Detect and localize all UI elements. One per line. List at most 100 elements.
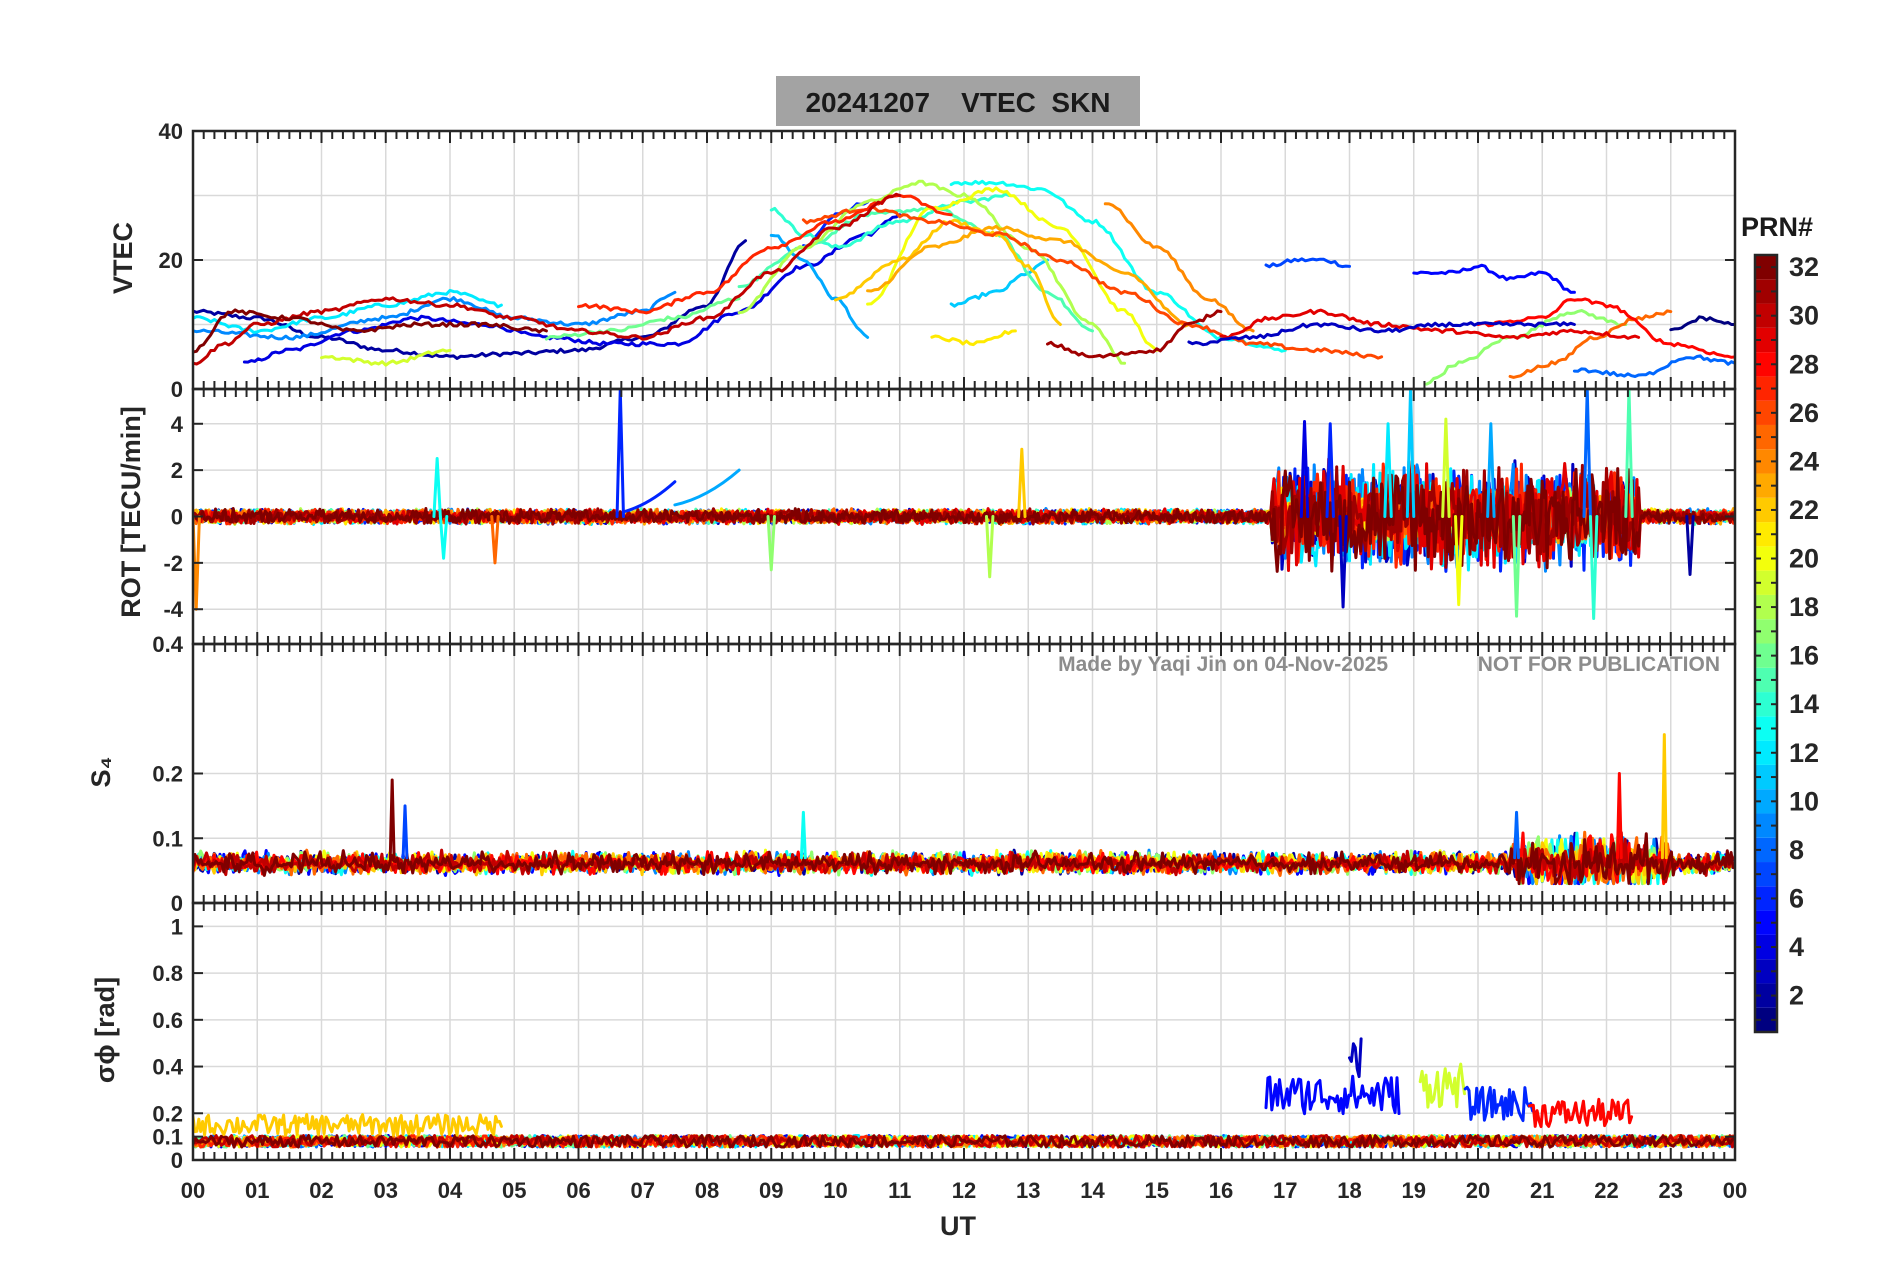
rot-spike-prn-6 [1325, 422, 1335, 518]
watermark-not-for-publication: NOT FOR PUBLICATION [1478, 653, 1720, 676]
vtec-trace-prn-4 [242, 213, 902, 364]
rot-y-tick-label: 2 [171, 458, 183, 483]
vtec-trace-prn-26 [801, 205, 1384, 360]
title-box: 20241207 VTEC SKN [776, 76, 1140, 126]
s4-spike-prn-28 [1615, 772, 1623, 860]
colorbar-segment-8 [1755, 837, 1777, 863]
x-tick-label: 03 [374, 1178, 398, 1203]
rot-spike-prn-10 [1486, 422, 1496, 518]
sigphi-trace-prn-32 [193, 1134, 1735, 1149]
sigphi-bump-prn-5 [1264, 1074, 1401, 1116]
colorbar-tick-label: 24 [1789, 446, 1819, 476]
sigphi-trace-prn-27 [193, 1134, 1735, 1149]
colorbar-segment-19 [1755, 570, 1777, 595]
vtec-trace-prn-9 [193, 290, 677, 341]
colorbar-tick-label: 12 [1789, 738, 1819, 768]
s4-ylabel: S₄ [86, 757, 116, 788]
vtec-x-ticks [192, 131, 1736, 389]
s4-y-tick-label: 0.1 [152, 826, 183, 851]
colorbar-segment-15 [1755, 667, 1777, 693]
colorbar-segment-6 [1755, 886, 1777, 911]
colorbar-segment-13 [1755, 716, 1777, 741]
colorbar-tick-label: 28 [1789, 349, 1819, 379]
colorbar: PRN# 32 30 28 26 24 22 20 18 16 14 12 10 8 6 4 2 [1741, 212, 1819, 1034]
s4-traces [193, 733, 1735, 886]
s4-x-ticks [192, 644, 1736, 903]
rot-y-tick-label: 4 [171, 412, 184, 437]
vtec-trace-prn-12 [193, 288, 503, 334]
rot-y-tick-label: 0 [171, 505, 183, 530]
colorbar-segment-20 [1755, 546, 1777, 571]
x-tick-label: 22 [1594, 1178, 1618, 1203]
sigphi-ylabel: σϕ [rad] [90, 977, 120, 1083]
vtec-trace-prn-11 [949, 258, 1049, 308]
rot-trace-prn-32 [193, 467, 1735, 573]
colorbar-segment-16 [1755, 643, 1777, 668]
colorbar-segment-29 [1755, 327, 1777, 353]
colorbar-segment-17 [1755, 619, 1777, 644]
colorbar-segment-11 [1755, 764, 1777, 790]
colorbar-tick-label: 10 [1789, 786, 1819, 816]
colorbar-tick-label: 20 [1789, 544, 1819, 574]
x-tick-label: 07 [631, 1178, 655, 1203]
rot-traces [193, 389, 1735, 620]
sigphi-y-tick-label: 0.8 [152, 961, 183, 986]
x-tick-label: 16 [1209, 1178, 1233, 1203]
rot-spike-prn-14 [1588, 515, 1599, 620]
chart-title: 20241207 VTEC SKN [805, 87, 1110, 118]
colorbar-segment-31 [1755, 279, 1777, 304]
colorbar-tick-label: 8 [1789, 835, 1804, 865]
sigphi-bump-prn-28 [1527, 1097, 1634, 1129]
s4-spike-prn-32 [388, 778, 396, 860]
x-tick-label: 11 [888, 1178, 911, 1203]
x-tick-label: 00 [181, 1178, 205, 1203]
colorbar-tick-label: 6 [1789, 883, 1804, 913]
x-tick-label: 10 [823, 1178, 847, 1203]
vtec-ylabel: VTEC [108, 222, 138, 294]
x-axis-label: UT [940, 1211, 976, 1241]
s4-y-tick-label: 0.4 [152, 632, 183, 657]
s4-spike-prn-13 [799, 810, 807, 860]
rot-spike-prn-17 [766, 515, 776, 572]
vtec-trace-prn-1 [1669, 315, 1735, 332]
rot-drift-0 [621, 480, 677, 514]
colorbar-segment-3 [1755, 959, 1777, 984]
sigphi-y-tick-label: 0.1 [152, 1125, 183, 1150]
rot-spike-prn-11 [1405, 389, 1416, 518]
colorbar-frame [1753, 253, 1779, 1034]
vtec-trace-prn-10 [769, 233, 870, 339]
s4-trace-prn-28 [193, 831, 1735, 886]
rot-spike-prn-4 [1299, 419, 1310, 518]
colorbar-tick-label: 14 [1789, 689, 1819, 719]
vtec-trace-prn-7 [1264, 257, 1351, 269]
x-tick-label: 19 [1402, 1178, 1426, 1203]
vtec-y-tick-label: 20 [159, 248, 183, 273]
vtec-trace-prn-19 [320, 348, 452, 367]
x-tick-label: 13 [1016, 1178, 1040, 1203]
colorbar-title: PRN# [1741, 212, 1813, 242]
vtec-trace-prn-30 [193, 192, 902, 366]
vtec-trace-prn-24 [1103, 202, 1255, 333]
vtec-traces [193, 179, 1735, 386]
colorbar-tick-label: 18 [1789, 592, 1819, 622]
x-tick-label: 20 [1466, 1178, 1490, 1203]
vtec-trace-prn-23 [866, 224, 1191, 328]
sigphi-y-tick-label: 0.6 [152, 1008, 183, 1033]
rot-spike-prn-18 [984, 515, 995, 579]
x-tick-label: 18 [1337, 1178, 1361, 1203]
vtec-trace-prn-32 [193, 308, 548, 354]
s4-panel: 0.4 0.2 0.1 0 [152, 632, 1737, 916]
x-tick-label: 00 [1723, 1178, 1747, 1203]
colorbar-segment-12 [1755, 740, 1777, 765]
s4-y-tick-label: 0.2 [152, 762, 183, 787]
colorbar-segment-18 [1755, 594, 1777, 620]
vtec-trace-prn-3 [1187, 321, 1576, 347]
colorbar-segment-27 [1755, 376, 1777, 401]
rot-spike-prn-19 [1441, 417, 1451, 518]
rot-panel: 4 2 0 -2 -4 [163, 387, 1737, 646]
colorbar-segment-9 [1755, 813, 1777, 838]
sigphi-bump-prn-3 [1348, 1037, 1363, 1079]
x-tick-label: 04 [438, 1178, 463, 1203]
vtec-panel: 40 20 0 [159, 119, 1737, 402]
